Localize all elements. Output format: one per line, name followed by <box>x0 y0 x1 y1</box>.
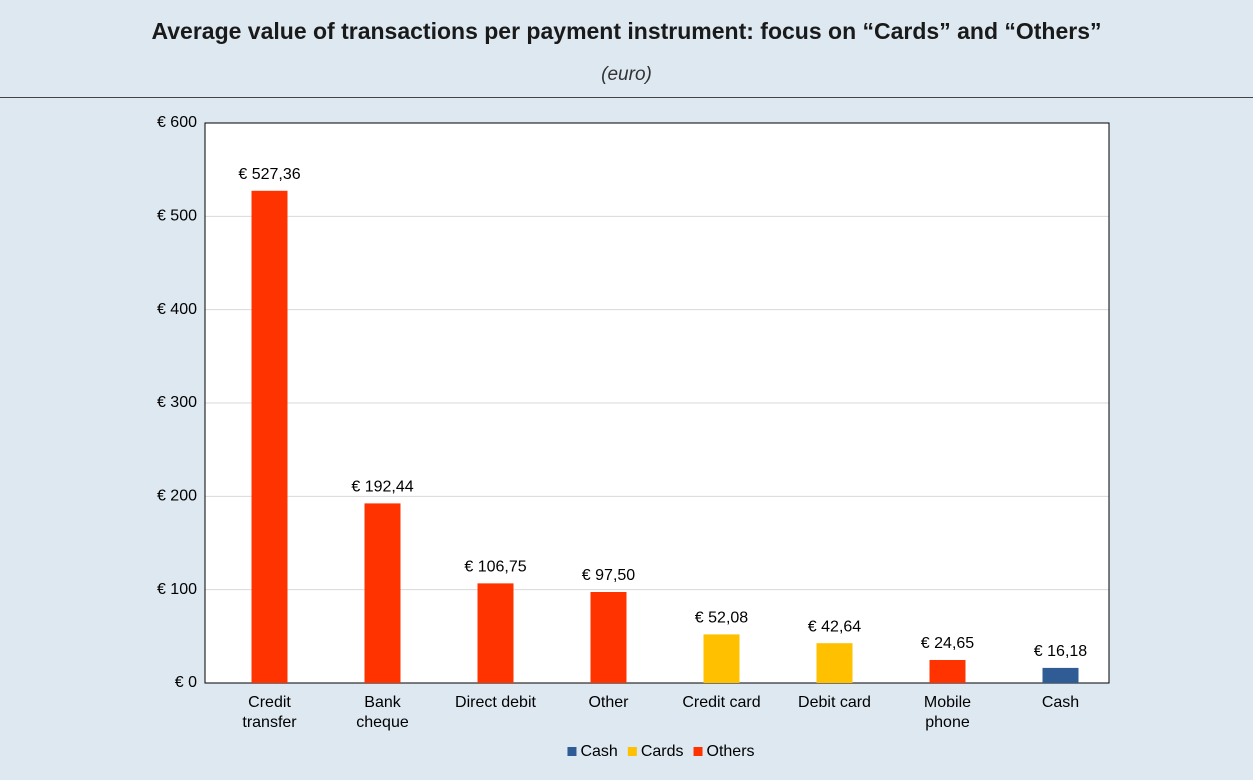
legend-label: Others <box>707 743 755 760</box>
legend-label: Cards <box>641 743 684 760</box>
value-label: € 97,50 <box>582 567 635 584</box>
y-tick-label: € 600 <box>157 114 197 131</box>
y-tick-label: € 200 <box>157 488 197 505</box>
x-tick-label: Cash <box>1041 694 1080 711</box>
x-tick-label: Credit transfer <box>242 694 297 731</box>
value-label: € 52,08 <box>695 610 748 627</box>
y-tick-label: € 300 <box>157 394 197 411</box>
x-tick-label: Mobile phone <box>923 694 972 731</box>
value-label: € 16,18 <box>1034 643 1087 660</box>
value-label: € 42,64 <box>808 618 861 635</box>
value-label: € 24,65 <box>921 635 974 652</box>
x-tick-label: Bank cheque <box>356 694 409 731</box>
value-label: € 527,36 <box>238 166 300 183</box>
x-tick-label: Direct debit <box>455 694 536 711</box>
y-tick-label: € 400 <box>157 301 197 318</box>
legend-swatch <box>627 747 637 756</box>
bar <box>703 634 740 683</box>
bar <box>364 503 401 683</box>
title-rule <box>0 97 1253 98</box>
chart-subtitle: (euro) <box>601 64 652 85</box>
legend-swatch <box>567 747 577 756</box>
legend-swatch <box>693 747 703 756</box>
x-tick-label: Debit card <box>798 694 871 711</box>
bar <box>929 659 966 683</box>
bar <box>590 592 627 683</box>
y-tick-label: € 0 <box>175 674 197 691</box>
x-tick-label: Other <box>588 694 629 711</box>
bar <box>251 190 288 683</box>
value-label: € 106,75 <box>464 559 526 576</box>
y-tick-label: € 100 <box>157 581 197 598</box>
plot-border <box>204 122 1110 684</box>
bar <box>816 643 853 683</box>
chart-title: Average value of transactions per paymen… <box>151 18 1102 44</box>
legend-label: Cash <box>580 743 617 760</box>
value-label: € 192,44 <box>351 479 413 496</box>
y-tick-label: € 500 <box>157 208 197 225</box>
bar <box>1042 667 1079 683</box>
bar <box>477 583 514 683</box>
x-tick-label: Credit card <box>682 694 761 711</box>
